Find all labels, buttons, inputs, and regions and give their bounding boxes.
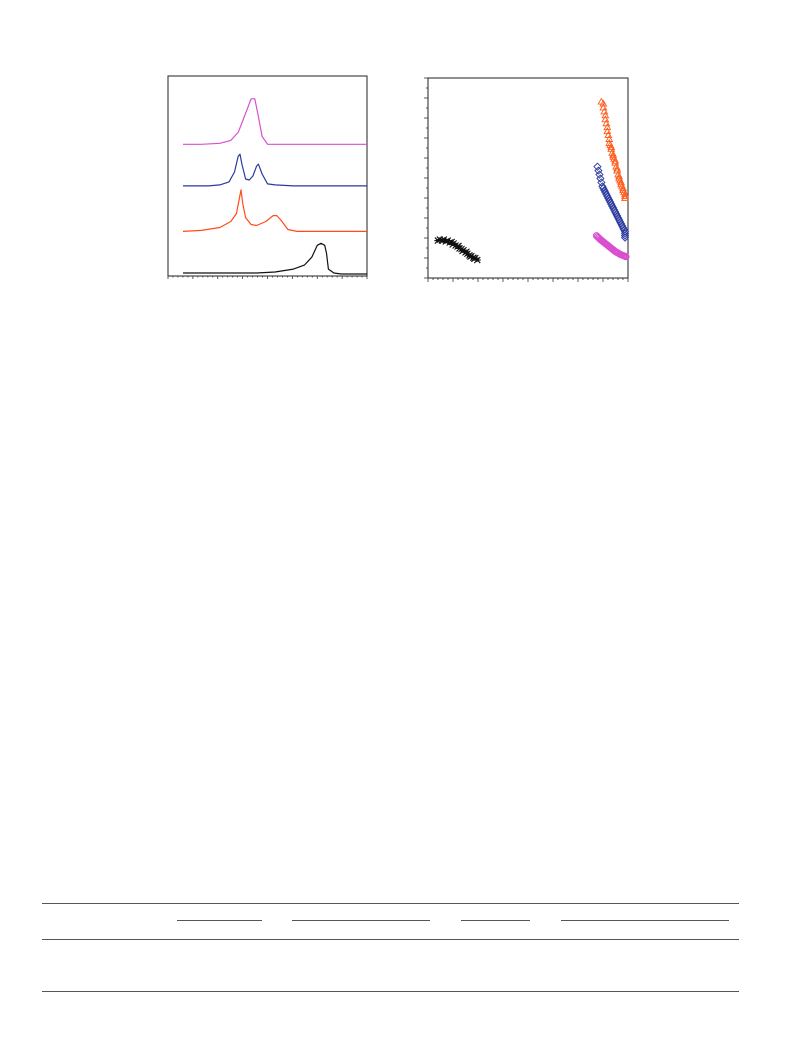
data-point	[606, 198, 615, 207]
series-line-4	[183, 242, 367, 275]
data-point	[620, 231, 630, 240]
data-point	[593, 162, 602, 171]
series-line-1	[183, 98, 367, 145]
data-point	[620, 229, 630, 238]
data-point	[598, 182, 607, 191]
data-point	[603, 192, 612, 201]
data-point	[612, 209, 621, 219]
series-4	[434, 236, 481, 264]
series-2	[593, 162, 630, 242]
data-point	[613, 211, 622, 221]
scatter-chart	[424, 77, 630, 282]
table-top-rule	[42, 903, 739, 904]
column-group-rule	[292, 920, 430, 921]
data-point	[615, 217, 625, 226]
data-point	[473, 256, 481, 264]
series-line-3	[182, 189, 367, 232]
series-3	[592, 232, 630, 261]
data-point	[605, 196, 614, 205]
data-point	[599, 184, 608, 193]
data-point	[610, 205, 619, 215]
data-point	[621, 194, 630, 202]
series-line-2	[183, 153, 367, 187]
data-point	[616, 219, 626, 228]
data-point	[621, 190, 630, 198]
data-point	[622, 253, 630, 261]
data-point	[609, 203, 618, 213]
series-1	[597, 97, 630, 202]
data-point	[601, 188, 610, 197]
data-point	[596, 174, 605, 183]
x-axis-ticks	[427, 278, 629, 282]
data-point	[607, 142, 616, 150]
data-point	[600, 186, 609, 195]
y-axis-ticks	[424, 77, 428, 279]
data-point	[618, 223, 628, 232]
data-point	[594, 166, 603, 175]
data-point	[608, 201, 617, 211]
series-group	[434, 97, 630, 264]
spectra-chart	[167, 75, 368, 279]
data-point	[611, 156, 620, 164]
data-point	[620, 233, 630, 242]
data-point	[617, 221, 627, 230]
column-group-rule	[561, 920, 729, 921]
data-point	[602, 190, 611, 199]
data-point	[607, 199, 616, 209]
data-point	[613, 213, 623, 223]
data-point	[613, 164, 622, 172]
data-point	[603, 123, 612, 131]
column-group-rule	[461, 920, 530, 921]
data-point	[604, 194, 613, 203]
plot-frame	[167, 75, 368, 277]
data-point	[605, 134, 614, 142]
data-point	[611, 207, 620, 217]
table-bottom-rule	[42, 991, 739, 992]
data-point	[620, 227, 630, 236]
data-point	[621, 192, 630, 200]
data-point	[614, 215, 624, 225]
data-point	[595, 170, 604, 179]
table-header-rule	[42, 939, 739, 940]
data-point	[597, 178, 606, 187]
data-point	[601, 111, 610, 119]
data-point	[599, 99, 608, 107]
x-axis-ticks	[167, 276, 368, 279]
figure	[167, 75, 630, 282]
series-group	[182, 98, 367, 275]
column-group-rule	[177, 920, 262, 921]
